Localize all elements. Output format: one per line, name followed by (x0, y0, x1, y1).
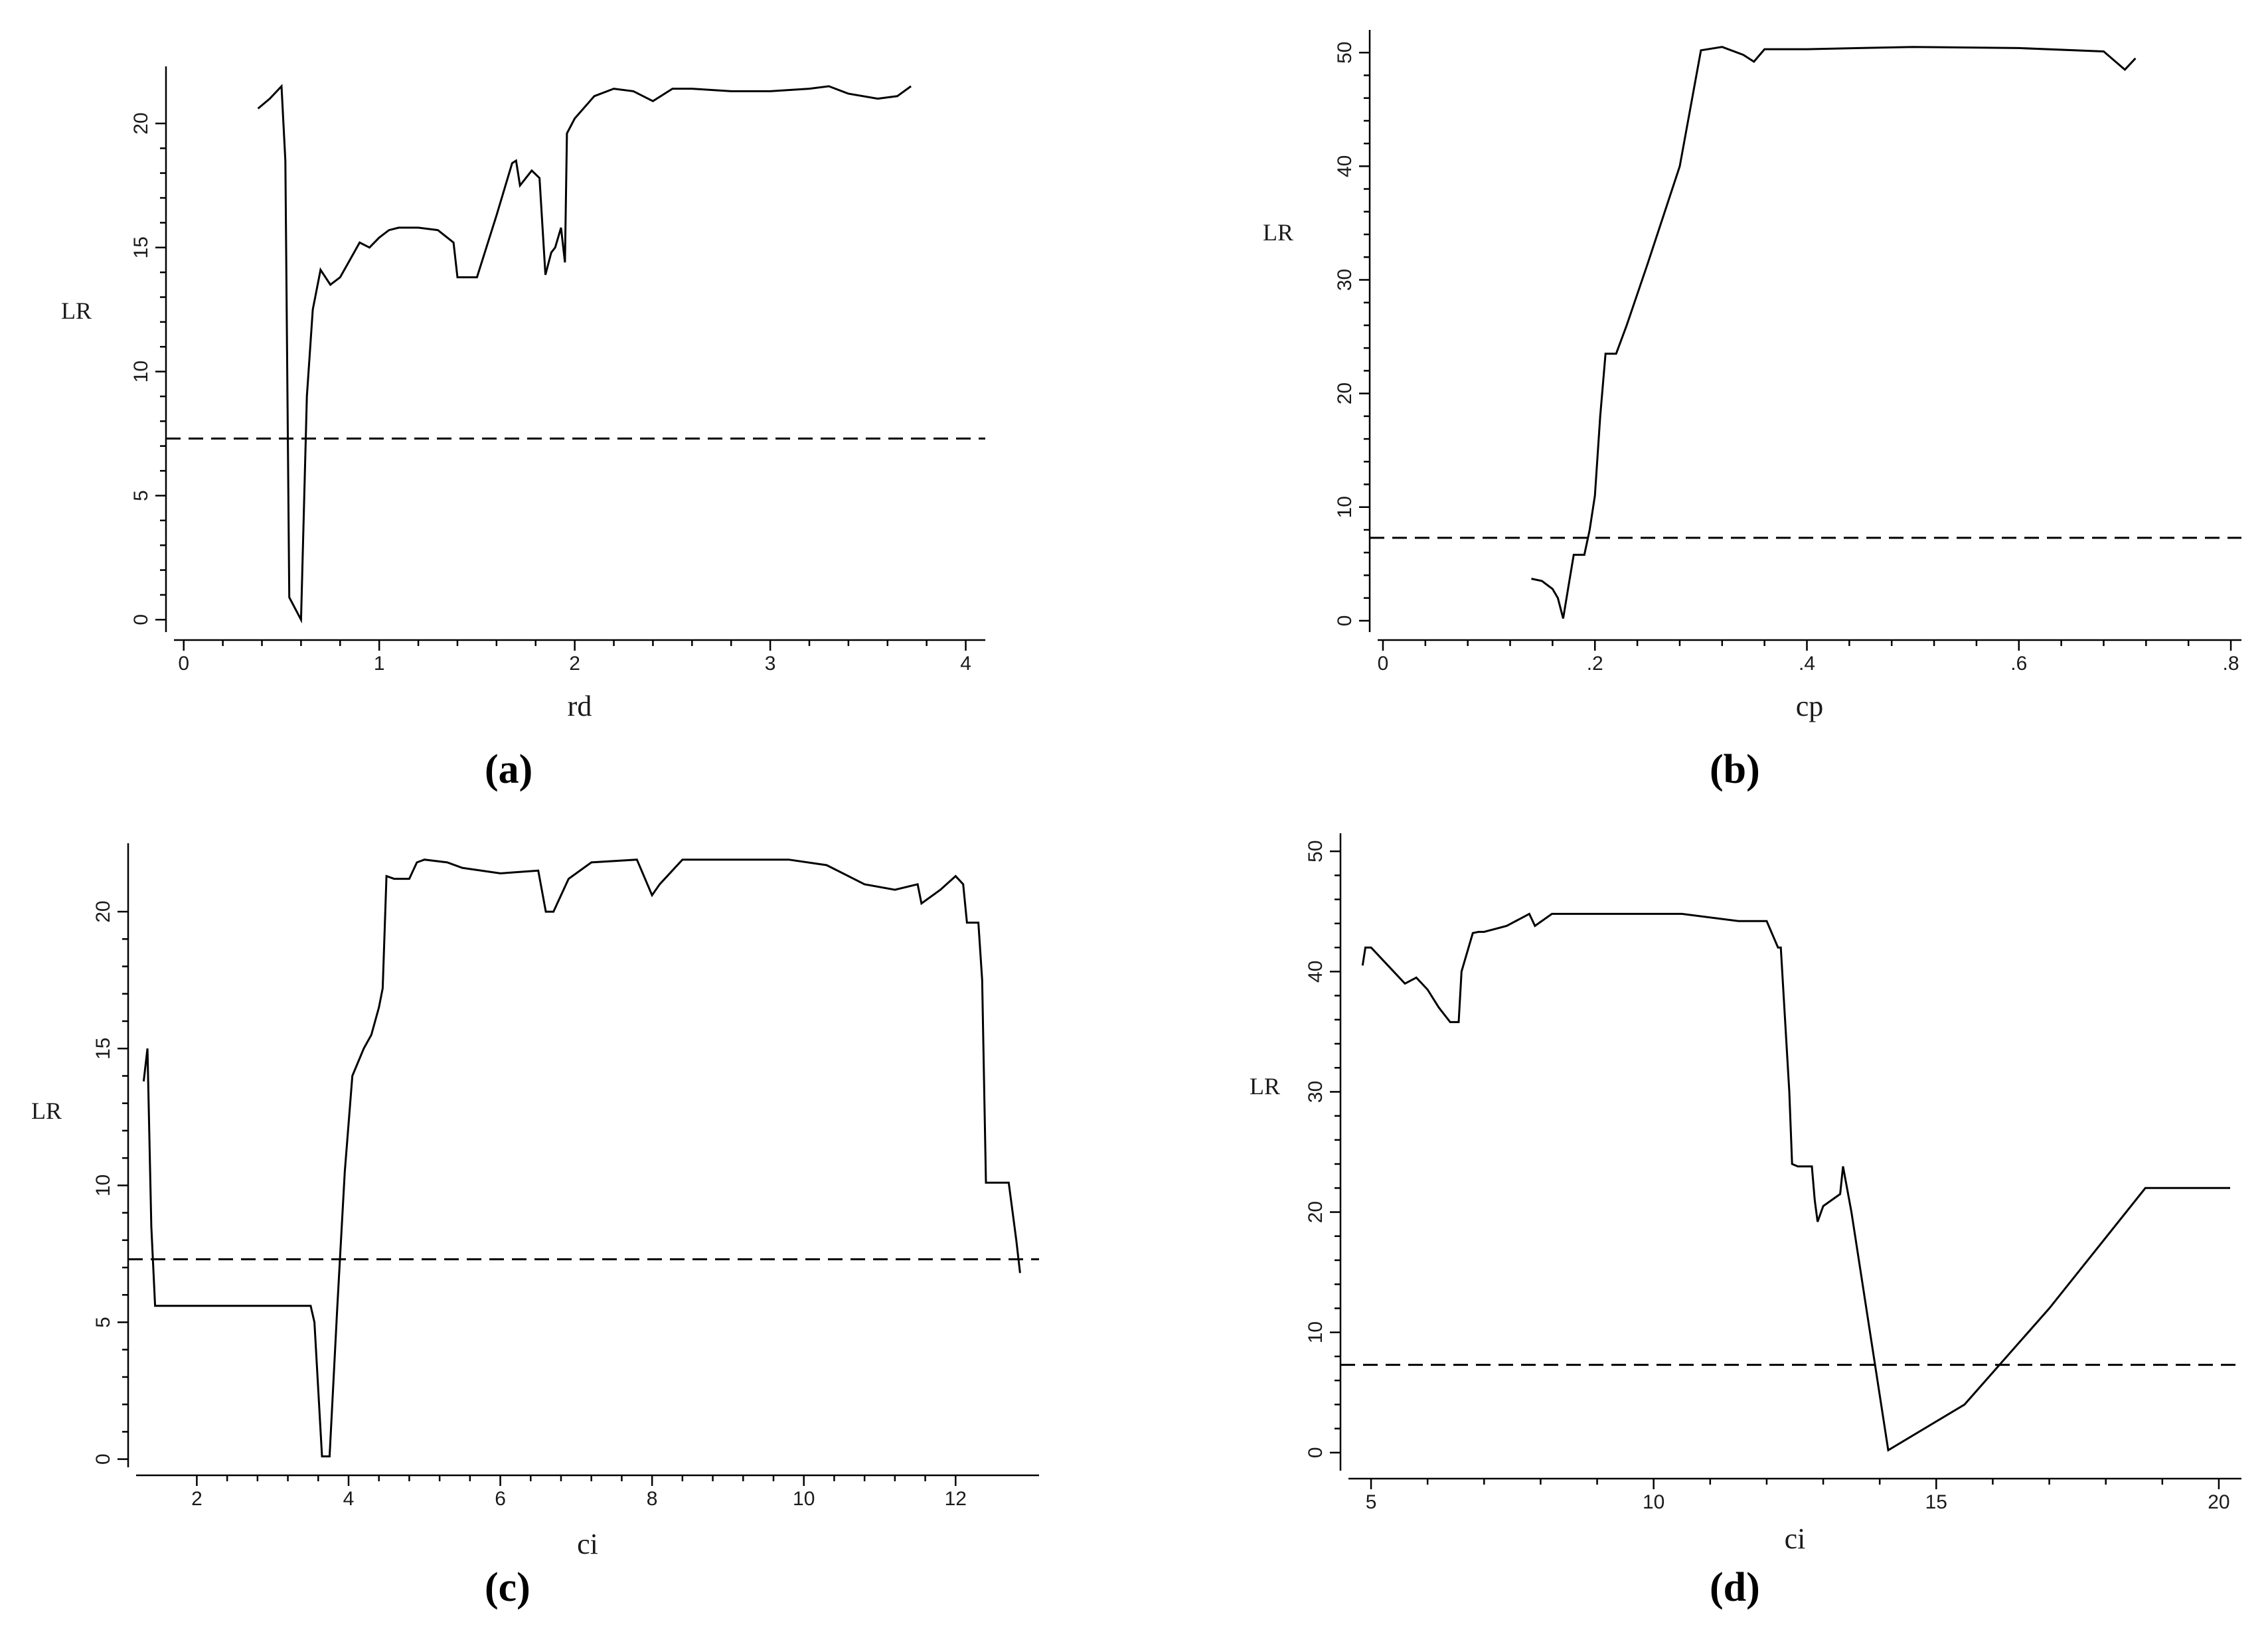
y-tick-label: 20 (92, 900, 114, 922)
y-tick-label: 40 (1305, 961, 1327, 983)
y-tick-label: 20 (1305, 1201, 1327, 1223)
y-tick-label: 50 (1305, 840, 1327, 862)
x-tick-label: 4 (960, 653, 971, 675)
series-line-c (142, 858, 1021, 1457)
x-tick-label: 0 (178, 653, 189, 675)
x-tick-label: 8 (647, 1488, 658, 1510)
series-line-d (1361, 912, 2230, 1452)
x-axis-title: rd (568, 690, 592, 722)
x-axis-title: ci (577, 1528, 598, 1560)
y-axis-title: LR (31, 1098, 62, 1124)
series-line-a (257, 84, 912, 624)
y-tick-label: 15 (92, 1038, 114, 1060)
x-tick-label: 2 (191, 1488, 202, 1510)
chart-d-svg: 5 10 15 20 0 10 20 30 40 50 ci LR (1250, 833, 2241, 1555)
chart-a-svg: 0 1 2 3 4 0 5 10 15 20 rd LR (61, 66, 985, 722)
x-tick-label: 15 (1925, 1491, 1947, 1513)
y-tick-label: 0 (130, 614, 152, 625)
y-tick-label: 15 (130, 236, 152, 258)
y-tick-label: 40 (1334, 155, 1356, 177)
x-tick-label: .2 (1587, 653, 1603, 675)
y-axis-title: LR (1263, 219, 1293, 246)
x-tick-label: 12 (945, 1488, 967, 1510)
panel-label-d: (d) (1710, 1565, 1760, 1610)
y-tick-label: 10 (92, 1175, 114, 1196)
y-tick-label: 30 (1305, 1081, 1327, 1103)
x-tick-label: 2 (569, 653, 580, 675)
x-axis-title: cp (1796, 690, 1824, 722)
chart-panel-c: 2 4 6 8 10 12 0 5 10 15 20 ci LR (0, 817, 1134, 1634)
y-tick-label: 0 (92, 1453, 114, 1465)
chart-b-svg: 0 .2 .4 .6 .8 0 10 20 30 40 50 cp LR (1263, 30, 2241, 722)
y-tick-label: 0 (1334, 615, 1356, 627)
panel-label-a: (a) (485, 747, 533, 792)
x-tick-label: .8 (2223, 653, 2239, 675)
y-axis-title: LR (61, 297, 92, 324)
x-tick-label: 4 (343, 1488, 355, 1510)
x-tick-label: 6 (495, 1488, 506, 1510)
y-tick-label: 10 (1334, 496, 1356, 518)
x-tick-label: 3 (765, 653, 776, 675)
y-tick-label: 50 (1334, 42, 1356, 64)
y-tick-label: 5 (92, 1317, 114, 1328)
chart-panel-a: 0 1 2 3 4 0 5 10 15 20 rd LR (0, 0, 1134, 817)
x-tick-label: 10 (793, 1488, 815, 1510)
y-tick-label: 5 (130, 490, 152, 501)
y-tick-label: 10 (1305, 1321, 1327, 1343)
panel-label-c: (c) (485, 1565, 530, 1610)
chart-panel-d: 5 10 15 20 0 10 20 30 40 50 ci LR (1134, 817, 2268, 1634)
chart-panel-b: 0 .2 .4 .6 .8 0 10 20 30 40 50 cp LR (1134, 0, 2268, 817)
x-tick-label: .4 (1799, 653, 1815, 675)
panel-label-b: (b) (1710, 747, 1760, 792)
x-tick-label: 10 (1643, 1491, 1664, 1513)
series-line-b (1531, 46, 2137, 619)
x-tick-label: .6 (2010, 653, 2027, 675)
y-tick-label: 0 (1305, 1447, 1327, 1458)
y-tick-label: 20 (1334, 382, 1356, 404)
x-tick-label: 5 (1366, 1491, 1377, 1513)
x-axis-title: ci (1785, 1522, 1806, 1555)
x-tick-label: 0 (1378, 653, 1389, 675)
y-tick-label: 10 (130, 361, 152, 382)
y-tick-label: 20 (130, 112, 152, 134)
x-tick-label: 1 (374, 653, 385, 675)
x-tick-label: 20 (2208, 1491, 2229, 1513)
y-tick-label: 30 (1334, 269, 1356, 291)
chart-c-svg: 2 4 6 8 10 12 0 5 10 15 20 ci LR (31, 843, 1039, 1560)
y-axis-title: LR (1250, 1073, 1280, 1100)
